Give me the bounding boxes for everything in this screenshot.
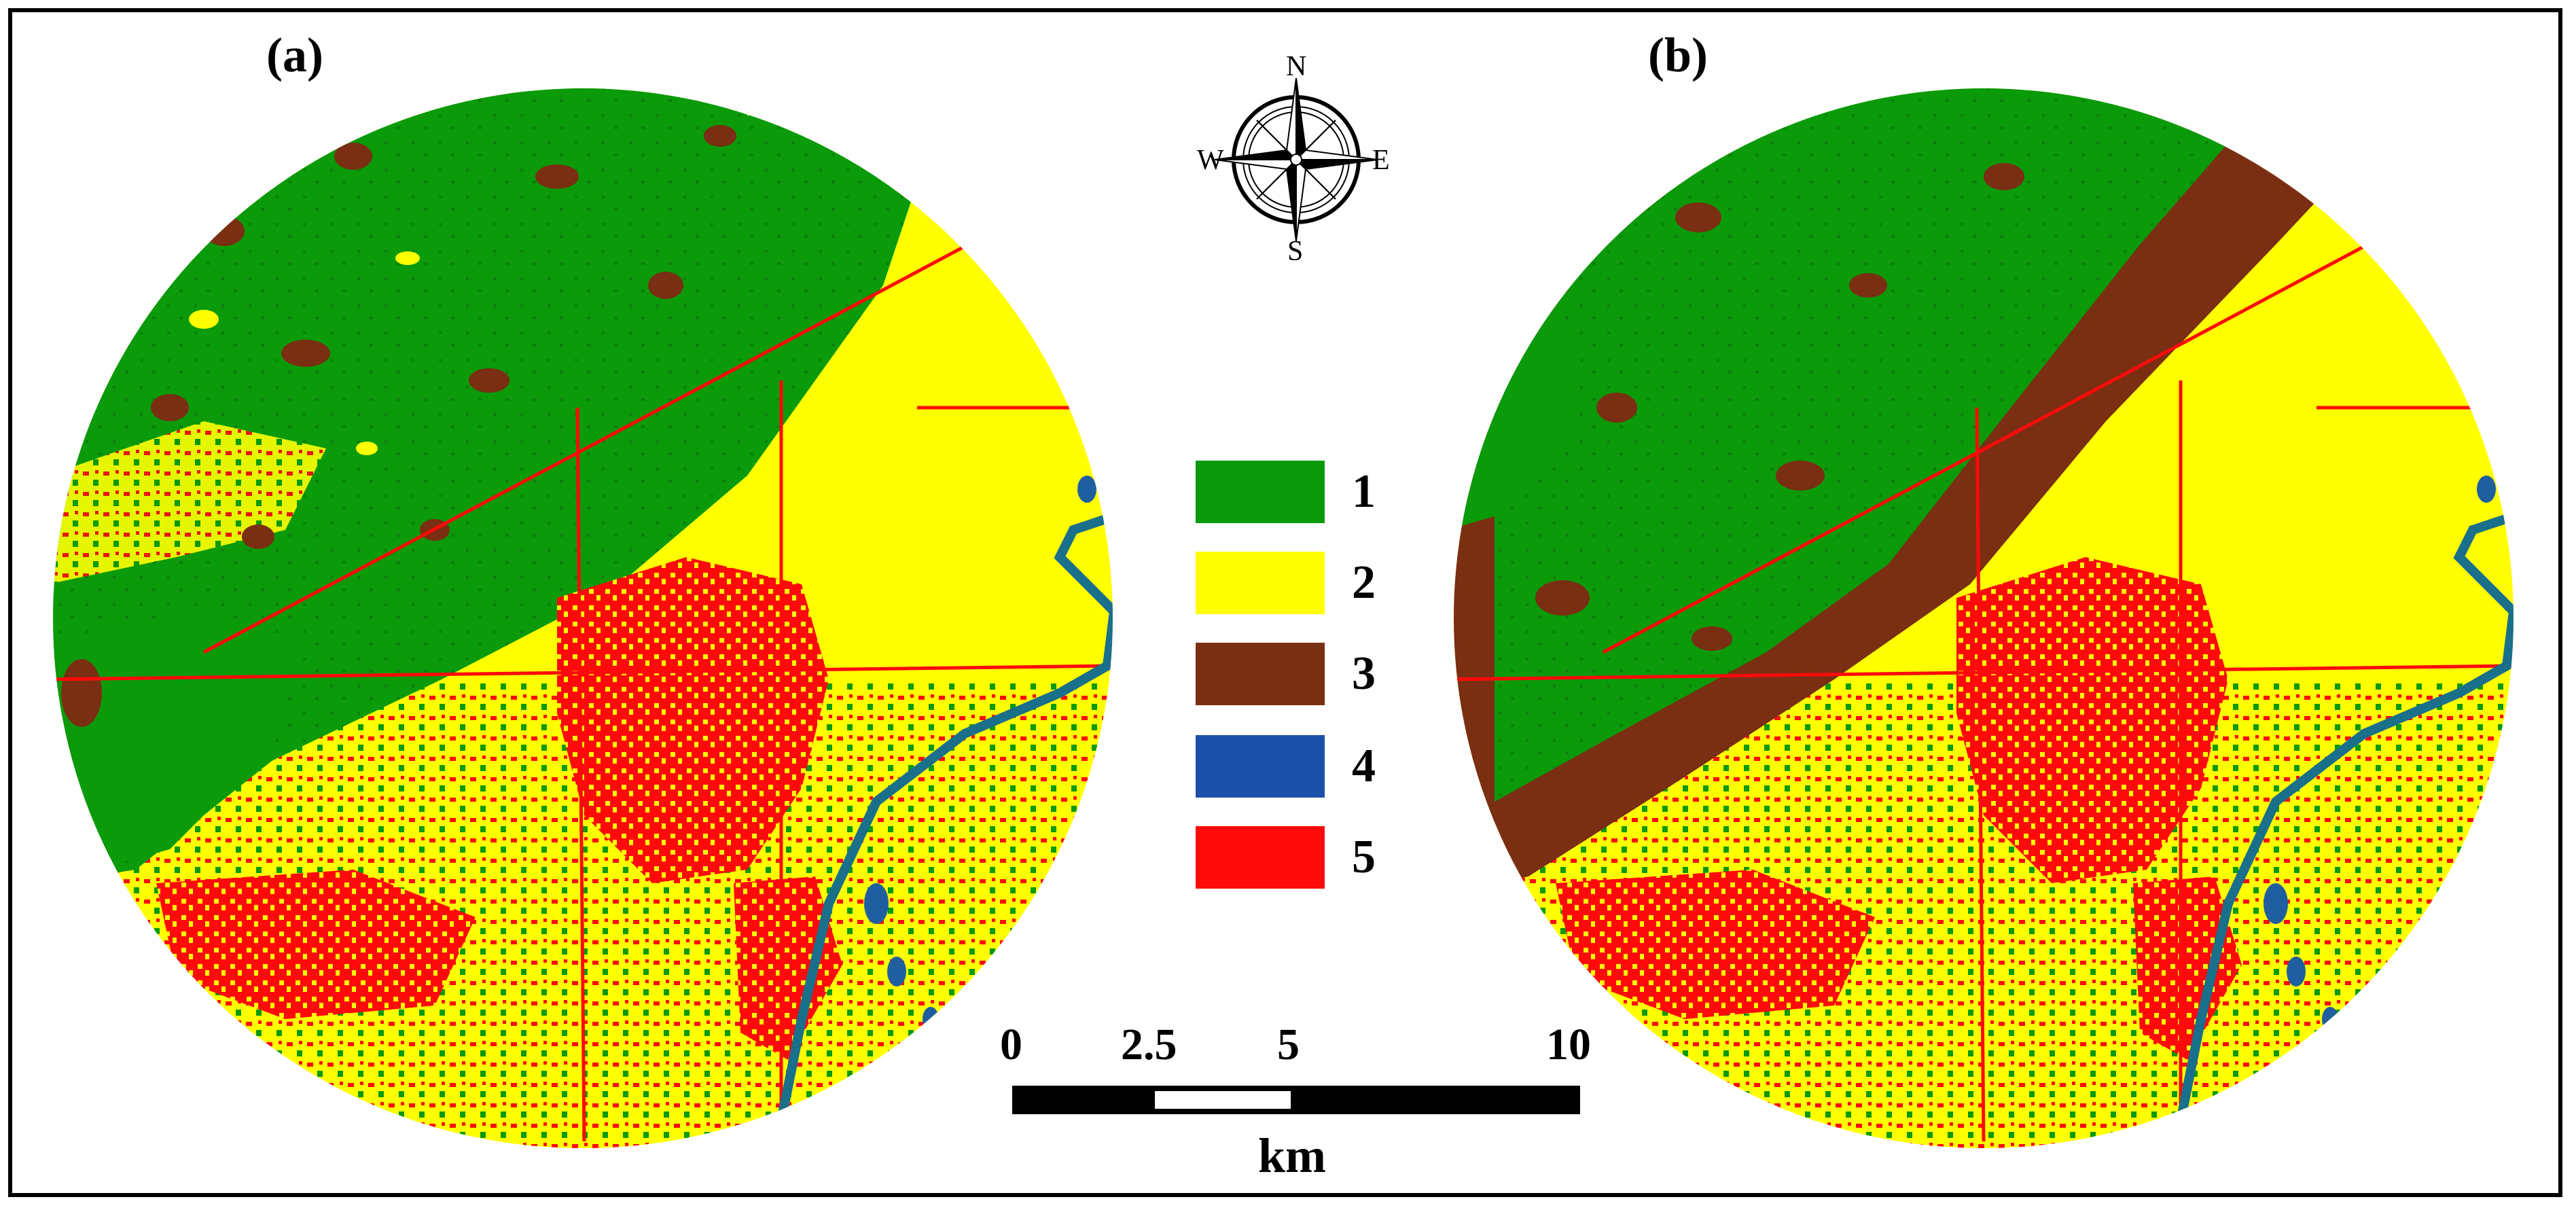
- scale-tick-2-5: 2.5: [1121, 1020, 1177, 1069]
- legend-swatch-5: [1196, 826, 1325, 889]
- legend-swatch-3: [1196, 643, 1325, 705]
- legend-label-5: 5: [1352, 831, 1376, 883]
- compass-east-label: E: [1372, 145, 1390, 176]
- legend-label-1: 1: [1352, 465, 1376, 518]
- legend-swatch-1: [1196, 461, 1325, 523]
- compass-west-label: W: [1197, 145, 1224, 176]
- legend-label-3: 3: [1352, 647, 1376, 700]
- scale-bar: [1012, 1086, 1580, 1114]
- scale-tick-5: 5: [1277, 1020, 1300, 1069]
- map-a: [53, 88, 1113, 1148]
- compass-rose-icon: [1214, 77, 1378, 242]
- scale-tick-10: 10: [1546, 1020, 1591, 1069]
- legend-swatch-2: [1196, 552, 1325, 614]
- scale-unit-label: km: [1258, 1128, 1327, 1183]
- compass-south-label: S: [1287, 236, 1304, 267]
- legend-label-4: 4: [1352, 740, 1376, 792]
- figure-frame: [8, 8, 2562, 1197]
- panel-label-a: (a): [266, 28, 323, 82]
- map-b: [1454, 88, 2514, 1148]
- compass-north-label: N: [1286, 51, 1307, 82]
- scale-tick-0: 0: [1000, 1020, 1022, 1069]
- legend-label-2: 2: [1352, 556, 1376, 609]
- legend-swatch-4: [1196, 735, 1325, 798]
- panel-label-b: (b): [1648, 28, 1708, 82]
